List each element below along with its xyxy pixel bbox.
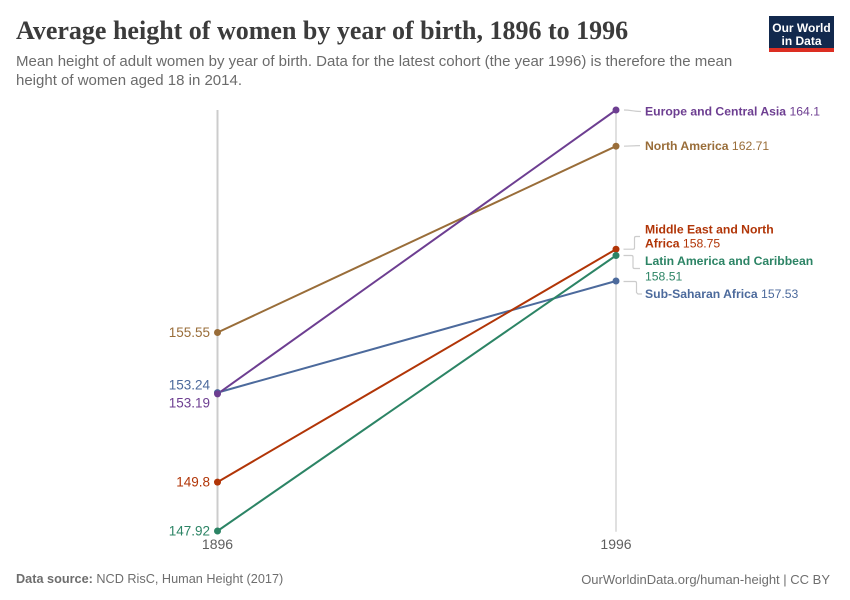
svg-text:155.55: 155.55 xyxy=(169,325,210,340)
svg-text:Middle East and North: Middle East and North xyxy=(645,222,774,236)
svg-text:Sub-Saharan Africa 157.53: Sub-Saharan Africa 157.53 xyxy=(645,287,799,301)
svg-text:Europe and Central Asia 164.1: Europe and Central Asia 164.1 xyxy=(645,104,820,118)
svg-text:North America 162.71: North America 162.71 xyxy=(645,139,769,153)
svg-text:Africa 158.75: Africa 158.75 xyxy=(645,236,720,250)
svg-text:147.92: 147.92 xyxy=(169,524,210,539)
svg-text:1896: 1896 xyxy=(202,536,233,552)
svg-text:158.51: 158.51 xyxy=(645,270,682,284)
svg-text:153.24: 153.24 xyxy=(169,378,211,393)
svg-text:Latin America and Caribbean: Latin America and Caribbean xyxy=(645,254,813,268)
svg-text:1996: 1996 xyxy=(600,536,631,552)
svg-text:153.19: 153.19 xyxy=(169,396,210,411)
svg-text:149.8: 149.8 xyxy=(176,475,210,490)
